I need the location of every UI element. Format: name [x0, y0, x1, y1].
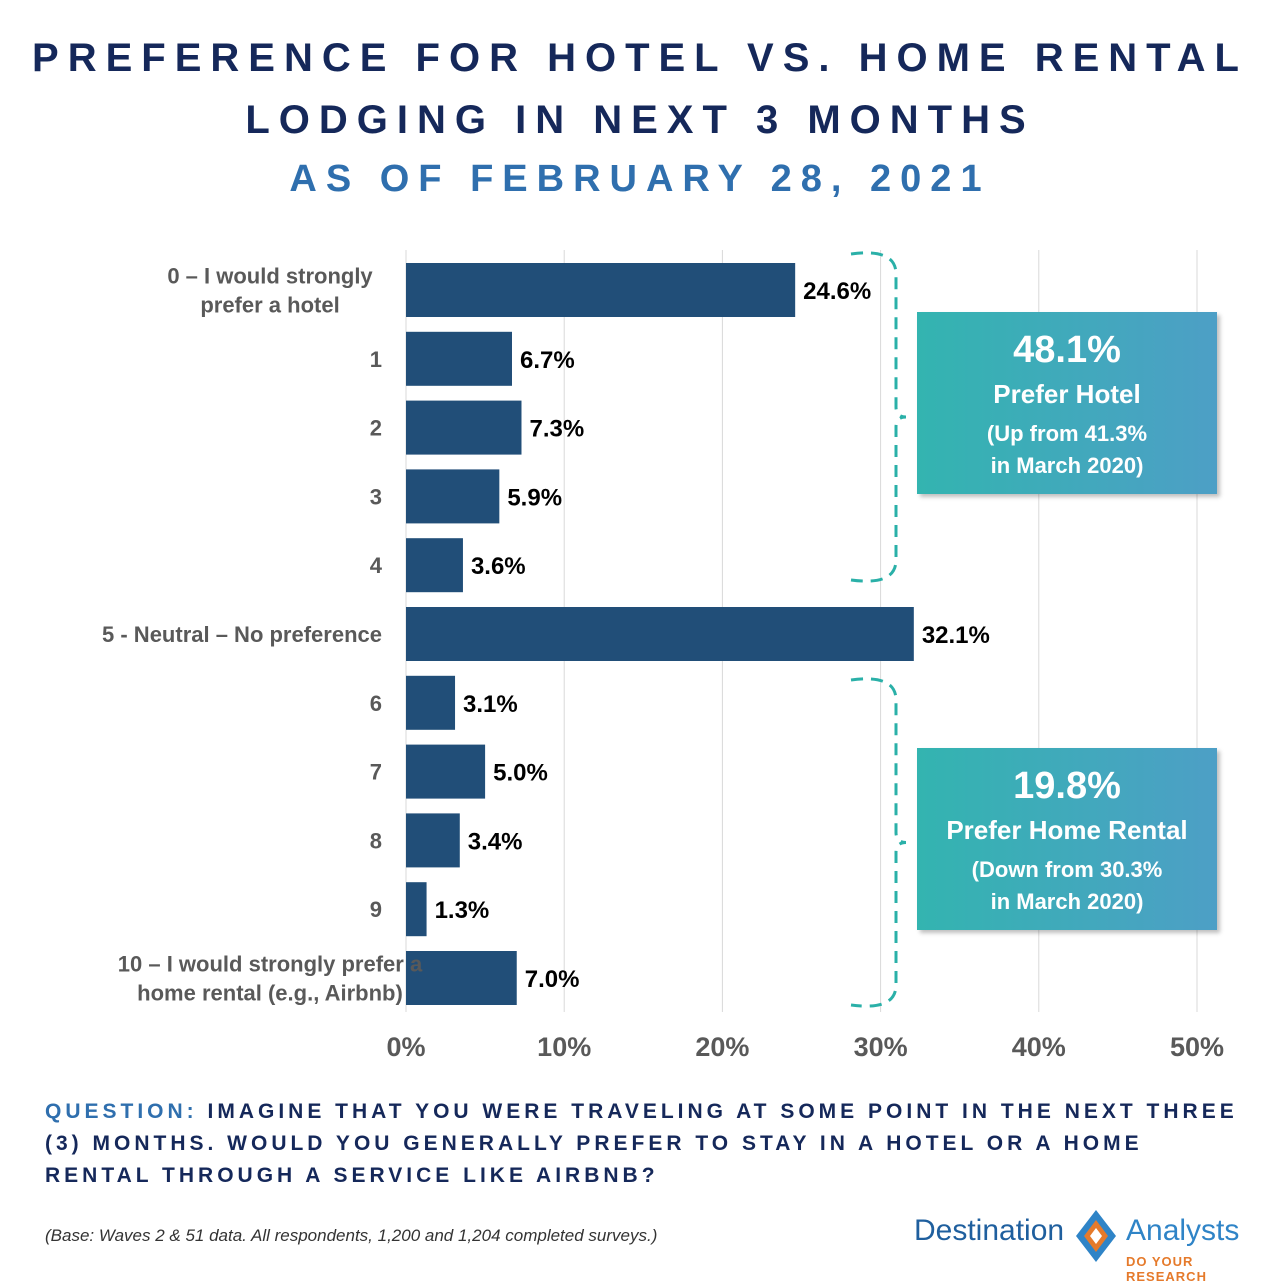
data-label: 5.0% — [493, 760, 548, 787]
category-label: 9 — [370, 897, 382, 922]
data-label: 3.4% — [468, 828, 523, 855]
category-label: 7 — [370, 760, 382, 785]
data-label: 6.7% — [520, 347, 575, 374]
hotel-callout-note: (Up from 41.3% in March 2020) — [917, 418, 1217, 482]
base-footnote: (Base: Waves 2 & 51 data. All respondent… — [45, 1226, 658, 1245]
chart-title-line-2: LODGING IN NEXT 3 MONTHS — [245, 98, 1035, 142]
data-label: 3.6% — [471, 553, 526, 580]
bar — [406, 469, 500, 524]
hotel-callout-note-line-1: (Up from 41.3% — [986, 421, 1148, 446]
data-label: 32.1% — [922, 622, 990, 649]
bar — [406, 400, 522, 455]
category-label-line: 0 – I would strongly — [167, 264, 373, 289]
category-label-line: prefer a hotel — [200, 293, 339, 318]
bar — [406, 882, 427, 937]
data-label: 24.6% — [803, 278, 871, 305]
curly-bracket — [850, 251, 907, 583]
rental-callout-percent: 19.8% — [1013, 765, 1121, 807]
data-label: 5.9% — [507, 484, 562, 511]
bar — [406, 675, 456, 730]
x-tick-label: 20% — [695, 1032, 749, 1062]
data-label: 3.1% — [463, 691, 518, 718]
labels: 0% 10% 20% 30% 40% 50% 24.6% 0 – I would strong… — [102, 264, 1224, 1063]
data-label: 1.3% — [435, 897, 490, 924]
rental-callout: 19.8% Prefer Home Rental (Down from 30.3… — [917, 748, 1217, 930]
bar — [406, 951, 517, 1005]
category-label-line: home rental (e.g., Airbnb) — [137, 981, 403, 1006]
question-text: IMAGINE THAT YOU WERE TRAVELING AT SOME … — [45, 1100, 1238, 1187]
category-label: 6 — [370, 691, 382, 716]
survey-question: QUESTION: IMAGINE THAT YOU WERE TRAVELIN… — [45, 1096, 1245, 1192]
x-tick-label: 10% — [537, 1032, 591, 1062]
bar — [406, 538, 463, 593]
category-label: 10 – I would strongly prefer a home renta… — [118, 952, 423, 1006]
chart-subtitle: AS OF FEBRUARY 28, 2021 — [289, 158, 991, 200]
rental-callout-note-line-2: in March 2020) — [990, 889, 1144, 914]
bar — [406, 263, 796, 317]
x-tick-label: 30% — [854, 1032, 908, 1062]
category-label-line: 10 – I would strongly prefer a — [118, 952, 423, 977]
category-label: 3 — [370, 484, 382, 509]
chart-title-line-1: PREFERENCE FOR HOTEL VS. HOME RENTAL — [32, 36, 1248, 80]
bar — [406, 744, 486, 799]
category-label: 1 — [370, 347, 382, 372]
hotel-callout-label: Prefer Hotel — [993, 379, 1141, 409]
destination-analysts-logo: Destination Analysts DO YOUR RESEARCH — [914, 1208, 1264, 1284]
bar — [406, 813, 460, 868]
curly-bracket — [850, 677, 907, 1008]
category-label: 0 – I would strongly prefer a hotel — [167, 264, 373, 318]
data-label: 7.3% — [529, 416, 584, 443]
bar — [406, 607, 914, 661]
logo-text-analysts: Analysts — [1126, 1214, 1240, 1247]
x-tick-label: 0% — [386, 1032, 425, 1062]
bar-chart: 0% 10% 20% 30% 40% 50% 24.6% 0 – I would strong… — [102, 250, 1224, 1063]
logo-tagline: DO YOUR RESEARCH — [1126, 1254, 1207, 1284]
rental-callout-note-line-1: (Down from 30.3% — [971, 857, 1163, 882]
x-tick-label: 40% — [1012, 1032, 1066, 1062]
logo-diamond-icon — [1076, 1210, 1116, 1262]
data-label: 7.0% — [525, 966, 580, 993]
hotel-callout: 48.1% Prefer Hotel (Up from 41.3% in Mar… — [917, 312, 1217, 494]
hotel-callout-note-line-2: in March 2020) — [990, 453, 1144, 478]
category-label: 4 — [370, 553, 383, 578]
rental-callout-label: Prefer Home Rental — [946, 815, 1188, 845]
bar — [406, 331, 512, 386]
x-tick-label: 50% — [1170, 1032, 1224, 1062]
bars — [406, 263, 914, 1005]
rental-callout-note: (Down from 30.3% in March 2020) — [917, 854, 1217, 918]
brackets — [850, 251, 907, 1008]
category-label: 2 — [370, 416, 382, 441]
category-label: 5 - Neutral – No preference — [102, 622, 382, 647]
question-label: QUESTION: — [45, 1100, 198, 1123]
category-label: 8 — [370, 828, 382, 853]
logo-text-destination: Destination — [914, 1214, 1065, 1247]
hotel-callout-percent: 48.1% — [1013, 329, 1121, 371]
